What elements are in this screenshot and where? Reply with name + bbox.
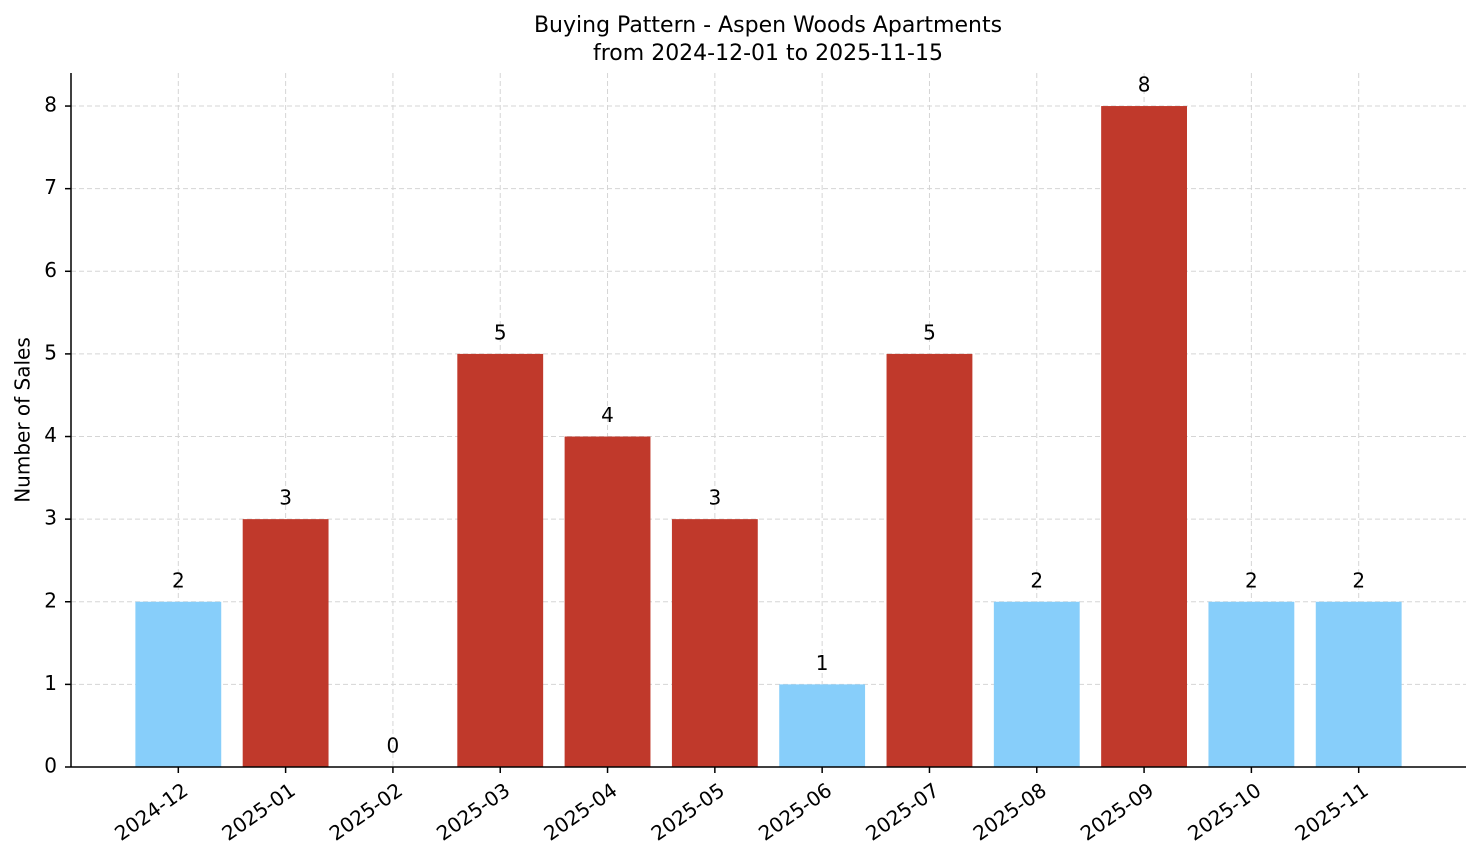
- bar: [779, 684, 866, 767]
- bar: [564, 436, 651, 767]
- data-label: 2: [1352, 568, 1365, 592]
- y-tick-label: 5: [44, 340, 57, 364]
- data-label: 8: [1138, 73, 1151, 97]
- x-tick-label: 2025-01: [217, 778, 299, 846]
- y-tick-label: 2: [44, 588, 57, 612]
- bar: [993, 601, 1080, 767]
- bar: [671, 519, 758, 767]
- data-label: 0: [387, 734, 400, 758]
- data-label: 2: [1245, 568, 1258, 592]
- bar: [1315, 601, 1402, 767]
- x-tick-label: 2025-10: [1183, 778, 1265, 846]
- x-tick-label: 2025-05: [647, 778, 729, 846]
- y-tick-label: 6: [44, 258, 57, 282]
- x-tick-label: 2025-08: [969, 778, 1051, 846]
- data-label: 5: [494, 320, 507, 344]
- bar: [1101, 106, 1187, 768]
- data-label: 5: [923, 320, 936, 344]
- data-label: 3: [708, 486, 721, 510]
- bar: [457, 353, 544, 767]
- chart-subtitle: from 2024-12-01 to 2025-11-15: [593, 41, 943, 66]
- x-tick-label: 2025-02: [325, 778, 407, 846]
- x-tick-label: 2025-06: [754, 778, 836, 846]
- y-tick-label: 7: [44, 175, 57, 199]
- x-tick-label: 2025-11: [1290, 778, 1372, 846]
- x-tick-label: 2025-04: [539, 778, 621, 846]
- bar: [242, 519, 329, 767]
- x-tick-label: 2024-12: [110, 778, 192, 846]
- bar: [886, 353, 973, 767]
- y-tick-label: 4: [44, 423, 57, 447]
- data-label: 2: [172, 568, 185, 592]
- y-tick-label: 8: [44, 93, 57, 117]
- bar: [1208, 601, 1295, 767]
- data-label: 3: [279, 486, 292, 510]
- data-label: 2: [1030, 568, 1043, 592]
- y-tick-label: 3: [44, 506, 57, 530]
- x-tick-label: 2025-07: [861, 778, 943, 846]
- y-tick-label: 1: [44, 671, 57, 695]
- bars: [135, 106, 1402, 768]
- x-tick-label: 2025-09: [1076, 778, 1158, 846]
- data-label: 1: [816, 651, 829, 675]
- data-label: 4: [601, 403, 614, 427]
- chart-title: Buying Pattern - Aspen Woods Apartments: [534, 13, 1002, 38]
- y-tick-label: 0: [44, 754, 57, 778]
- bar: [135, 601, 222, 767]
- y-axis-label: Number of Sales: [11, 337, 35, 503]
- x-tick-label: 2025-03: [432, 778, 514, 846]
